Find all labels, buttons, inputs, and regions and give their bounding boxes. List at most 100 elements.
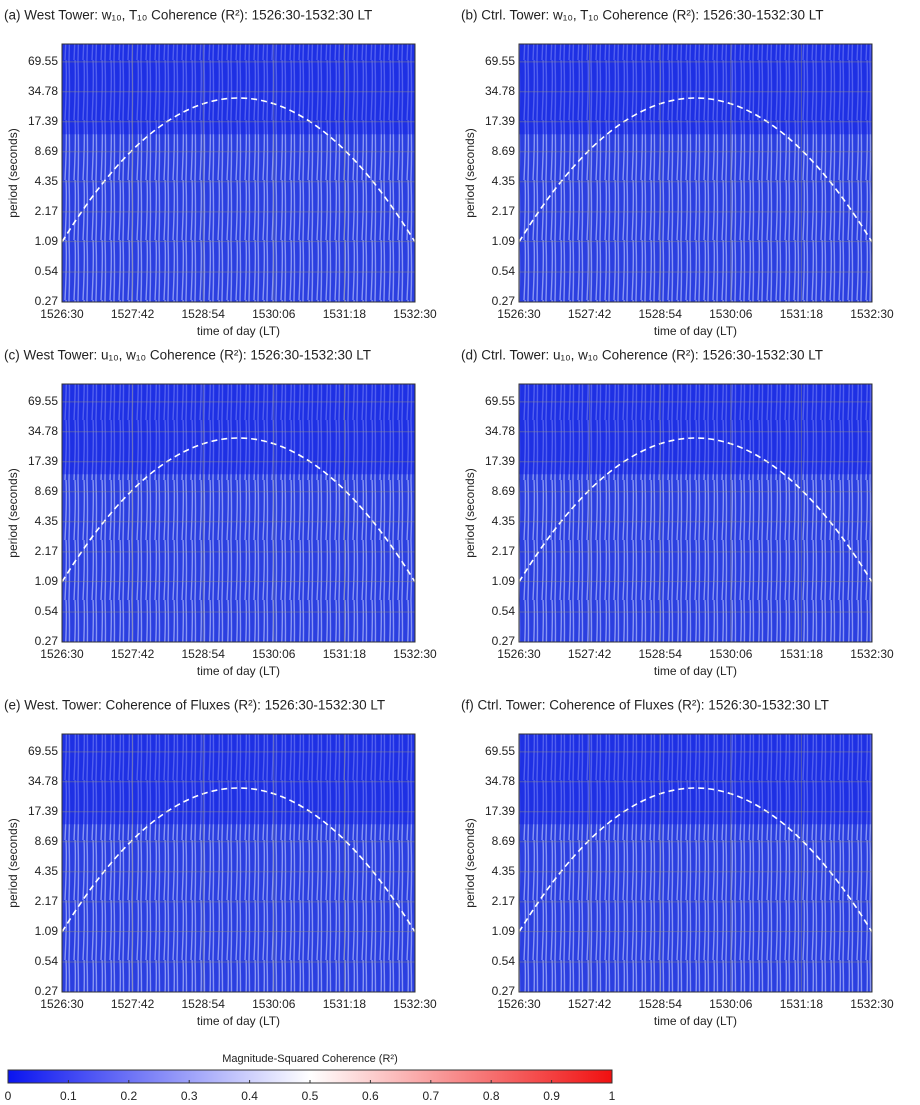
heatmap-field (62, 44, 415, 302)
heatmap-shade (519, 384, 872, 475)
y-tick-label: 17.39 (485, 804, 515, 818)
x-tick-label: 1532:30 (850, 997, 894, 1011)
x-tick-label: 1528:54 (182, 997, 226, 1011)
y-tick-label: 2.17 (492, 894, 516, 908)
colorbar-tick-label: 0.9 (543, 1089, 560, 1103)
y-tick-label: 0.54 (492, 264, 516, 278)
y-tick-label: 8.69 (35, 144, 59, 158)
x-tick-label: 1526:30 (497, 307, 541, 321)
colorbar-tick-label: 0 (5, 1089, 12, 1103)
y-tick-label: 1.09 (492, 234, 516, 248)
x-tick-label: 1527:42 (111, 307, 155, 321)
y-tick-label: 34.78 (28, 84, 58, 98)
y-tick-label: 17.39 (485, 454, 515, 468)
y-tick-label: 0.27 (492, 294, 516, 308)
heatmap-field (62, 384, 415, 642)
y-tick-label: 17.39 (485, 114, 515, 128)
heatmap-field (62, 734, 415, 992)
y-tick-label: 17.39 (28, 454, 58, 468)
x-axis-label: time of day (LT) (654, 324, 737, 338)
x-tick-label: 1526:30 (40, 997, 84, 1011)
x-axis-label: time of day (LT) (654, 664, 737, 678)
x-tick-label: 1527:42 (568, 997, 612, 1011)
y-tick-label: 1.09 (35, 574, 59, 588)
y-tick-label: 4.35 (35, 514, 59, 528)
plot-frame (518, 43, 873, 303)
y-tick-label: 0.27 (492, 984, 516, 998)
x-tick-label: 1526:30 (497, 647, 541, 661)
x-tick-label: 1527:42 (568, 307, 612, 321)
plot-frame (518, 733, 873, 993)
x-tick-label: 1528:54 (639, 307, 683, 321)
y-tick-label: 17.39 (28, 804, 58, 818)
x-tick-label: 1527:42 (111, 997, 155, 1011)
y-axis-label: period (seconds) (6, 468, 20, 557)
x-tick-label: 1530:06 (709, 997, 753, 1011)
x-tick-label: 1532:30 (393, 307, 437, 321)
y-tick-label: 34.78 (28, 774, 58, 788)
y-tick-label: 0.54 (35, 954, 59, 968)
y-tick-label: 0.27 (35, 634, 59, 648)
y-tick-label: 0.54 (492, 604, 516, 618)
y-tick-label: 4.35 (492, 864, 516, 878)
y-tick-label: 4.35 (35, 174, 59, 188)
y-tick-label: 69.55 (28, 54, 58, 68)
y-tick-label: 0.54 (35, 264, 59, 278)
y-tick-label: 2.17 (35, 894, 59, 908)
colorbar-tick-label: 0.1 (60, 1089, 77, 1103)
x-tick-label: 1530:06 (709, 307, 753, 321)
x-tick-label: 1531:18 (323, 647, 367, 661)
y-tick-label: 1.09 (35, 234, 59, 248)
y-axis-label: period (seconds) (463, 468, 477, 557)
y-tick-label: 4.35 (492, 174, 516, 188)
cone-of-influence (518, 97, 873, 243)
panel-title: (d) Ctrl. Tower: u₁₀, w₁₀ Coherence (R²)… (461, 348, 823, 363)
y-tick-label: 69.55 (485, 744, 515, 758)
cone-of-influence (518, 787, 873, 933)
y-tick-label: 2.17 (492, 204, 516, 218)
heatmap-shade (62, 734, 415, 825)
x-tick-label: 1531:18 (780, 307, 824, 321)
cone-of-influence (518, 437, 873, 583)
x-tick-label: 1528:54 (639, 647, 683, 661)
y-tick-label: 4.35 (492, 514, 516, 528)
x-tick-label: 1531:18 (780, 647, 824, 661)
y-tick-label: 4.35 (35, 864, 59, 878)
x-tick-label: 1528:54 (639, 997, 683, 1011)
panel-title: (a) West Tower: w₁₀, T₁₀ Coherence (R²):… (4, 8, 372, 23)
y-axis-label: period (seconds) (463, 128, 477, 217)
heatmap-field (519, 734, 872, 992)
heatmap-shade (519, 44, 872, 135)
heatmap-field (519, 384, 872, 642)
y-tick-label: 69.55 (485, 394, 515, 408)
y-tick-label: 0.54 (492, 954, 516, 968)
colorbar-label: Magnitude-Squared Coherence (R²) (222, 1053, 397, 1065)
y-tick-label: 34.78 (485, 774, 515, 788)
x-tick-label: 1526:30 (40, 307, 84, 321)
y-tick-label: 0.27 (492, 634, 516, 648)
x-axis-label: time of day (LT) (654, 1014, 737, 1028)
y-tick-label: 2.17 (35, 204, 59, 218)
x-tick-label: 1530:06 (252, 997, 296, 1011)
y-tick-label: 1.09 (35, 924, 59, 938)
y-tick-label: 8.69 (35, 484, 59, 498)
heatmap-shade (62, 384, 415, 475)
y-tick-label: 34.78 (28, 424, 58, 438)
heatmap-shade (62, 44, 415, 135)
x-tick-label: 1532:30 (393, 997, 437, 1011)
panel-title: (e) West. Tower: Coherence of Fluxes (R²… (4, 698, 385, 713)
panel-title: (c) West Tower: u₁₀, w₁₀ Coherence (R²):… (4, 348, 371, 363)
x-tick-label: 1528:54 (182, 647, 226, 661)
heatmap-field (519, 44, 872, 302)
y-tick-label: 8.69 (492, 484, 516, 498)
plot-frame (61, 383, 416, 643)
x-tick-label: 1531:18 (323, 307, 367, 321)
y-axis-label: period (seconds) (6, 818, 20, 907)
x-tick-label: 1527:42 (111, 647, 155, 661)
colorbar-tick-label: 0.2 (120, 1089, 137, 1103)
y-axis-label: period (seconds) (463, 818, 477, 907)
colorbar-tick-label: 0.3 (181, 1089, 198, 1103)
y-tick-label: 0.54 (35, 604, 59, 618)
x-tick-label: 1532:30 (850, 647, 894, 661)
